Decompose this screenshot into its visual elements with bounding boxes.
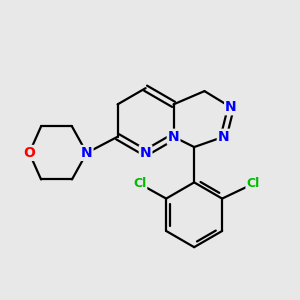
Text: N: N bbox=[168, 130, 179, 144]
Text: N: N bbox=[81, 146, 92, 160]
Text: O: O bbox=[23, 146, 35, 160]
Text: N: N bbox=[218, 130, 230, 144]
Text: N: N bbox=[225, 100, 237, 114]
Text: Cl: Cl bbox=[246, 177, 260, 190]
Text: N: N bbox=[140, 146, 152, 160]
Text: Cl: Cl bbox=[133, 177, 146, 190]
